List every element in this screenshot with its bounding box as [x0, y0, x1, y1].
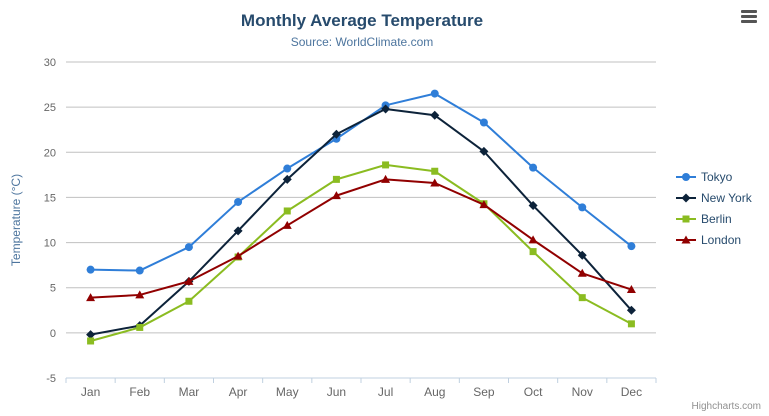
data-point-marker-square[interactable] [578, 294, 586, 302]
y-axis-tick-label: 25 [44, 102, 56, 114]
data-point-marker-circle[interactable] [430, 89, 439, 98]
y-axis-title: Temperature (°C) [9, 174, 23, 266]
credits-link[interactable]: Highcharts.com [691, 401, 761, 412]
data-point-marker-square [682, 215, 690, 222]
hamburger-line [741, 15, 757, 18]
hamburger-line [741, 20, 757, 23]
data-point-marker-triangle[interactable] [233, 251, 243, 260]
legend-marker-circle-icon [676, 172, 696, 181]
data-point-marker-square[interactable] [185, 297, 193, 305]
data-point-marker-square[interactable] [332, 175, 340, 183]
y-axis-tick-label: 5 [50, 283, 56, 295]
x-axis-category-label: Dec [621, 385, 642, 399]
legend-label: London [701, 232, 742, 247]
legend-item-new-york[interactable]: New York [676, 187, 752, 208]
data-point-marker-triangle[interactable] [577, 268, 587, 277]
chart-subtitle: Source: WorldClimate.com [290, 35, 434, 49]
data-point-marker-circle[interactable] [627, 242, 636, 251]
x-axis-category-label: Aug [424, 385, 445, 399]
series-line-berlin[interactable] [90, 163, 632, 342]
data-point-marker-square[interactable] [431, 167, 439, 175]
y-axis-tick-label: 15 [44, 192, 56, 204]
data-point-marker-triangle[interactable] [626, 285, 636, 294]
x-axis-category-label: Jul [378, 385, 393, 399]
data-point-marker-triangle[interactable] [282, 220, 292, 229]
data-point-marker-triangle[interactable] [528, 235, 538, 244]
x-axis-category-label: Sep [473, 385, 495, 399]
series-new-york [86, 104, 636, 340]
data-point-marker-diamond[interactable] [528, 201, 538, 211]
hamburger-line [741, 10, 757, 13]
x-axis-category-label: May [276, 385, 299, 399]
legend-marker-diamond-icon [676, 193, 696, 202]
data-point-marker-diamond[interactable] [381, 104, 391, 114]
legend: Tokyo New York Berlin London [676, 166, 752, 250]
series-tokyo [86, 89, 636, 275]
legend-item-berlin[interactable]: Berlin [676, 208, 752, 229]
data-point-marker-diamond[interactable] [331, 129, 341, 139]
data-point-marker-circle[interactable] [184, 243, 193, 252]
export-menu-icon[interactable] [741, 10, 757, 23]
data-point-marker-triangle[interactable] [479, 200, 489, 209]
data-point-marker-diamond[interactable] [233, 226, 243, 236]
legend-marker-square-icon [676, 215, 696, 222]
y-axis-tick-label: 20 [44, 147, 56, 159]
data-point-marker-circle[interactable] [578, 203, 587, 212]
data-point-marker-triangle[interactable] [135, 290, 145, 299]
chart-title: Monthly Average Temperature [240, 11, 484, 30]
data-point-marker-square[interactable] [136, 323, 144, 331]
data-point-marker-triangle[interactable] [381, 174, 391, 183]
data-point-marker-square[interactable] [529, 248, 537, 256]
x-axis-category-label: Mar [179, 385, 200, 399]
legend-label: Tokyo [701, 169, 733, 184]
data-point-marker-diamond[interactable] [86, 330, 96, 340]
data-point-marker-square[interactable] [283, 207, 291, 215]
data-point-marker-diamond[interactable] [626, 305, 636, 315]
x-axis-category-label: Nov [572, 385, 593, 399]
data-point-marker-triangle [681, 235, 691, 243]
series-line-new-york[interactable] [90, 107, 633, 336]
x-axis-category-label: Jun [327, 385, 346, 399]
legend-label: New York [701, 190, 752, 205]
data-point-marker-triangle[interactable] [86, 293, 96, 302]
series-london [86, 174, 636, 302]
data-point-marker-diamond[interactable] [479, 146, 489, 156]
data-point-marker-square[interactable] [382, 161, 390, 169]
data-point-marker-square[interactable] [627, 320, 635, 328]
data-point-marker-circle[interactable] [135, 266, 144, 275]
legend-item-tokyo[interactable]: Tokyo [676, 166, 752, 187]
y-axis-tick-label: 0 [50, 328, 56, 340]
y-axis-tick-label: 10 [44, 238, 56, 250]
data-point-marker-diamond [681, 193, 691, 202]
y-axis-tick-label: 30 [44, 57, 56, 69]
data-point-marker-circle[interactable] [529, 163, 538, 172]
legend-label: Berlin [701, 211, 732, 226]
legend-marker-triangle-icon [676, 235, 696, 243]
data-point-marker-triangle[interactable] [430, 178, 440, 187]
data-point-marker-diamond[interactable] [282, 174, 292, 184]
x-axis-category-label: Oct [524, 385, 543, 399]
y-axis-tick-label: -5 [46, 373, 56, 385]
data-point-marker-circle[interactable] [283, 164, 292, 173]
series-line-tokyo[interactable] [90, 92, 633, 272]
data-point-marker-circle[interactable] [234, 197, 243, 206]
x-axis-category-label: Feb [129, 385, 150, 399]
data-point-marker-diamond[interactable] [430, 110, 440, 120]
data-point-marker-triangle[interactable] [184, 276, 194, 285]
data-point-marker-diamond[interactable] [577, 250, 587, 260]
x-axis-category-label: Apr [229, 385, 248, 399]
data-point-marker-triangle[interactable] [331, 191, 341, 200]
data-point-marker-circle [682, 172, 690, 181]
data-point-marker-square[interactable] [87, 337, 95, 345]
data-point-marker-circle[interactable] [479, 118, 488, 127]
series-line-london[interactable] [90, 178, 632, 299]
data-point-marker-circle[interactable] [86, 265, 95, 274]
x-axis-category-label: Jan [81, 385, 100, 399]
legend-item-london[interactable]: London [676, 229, 752, 250]
